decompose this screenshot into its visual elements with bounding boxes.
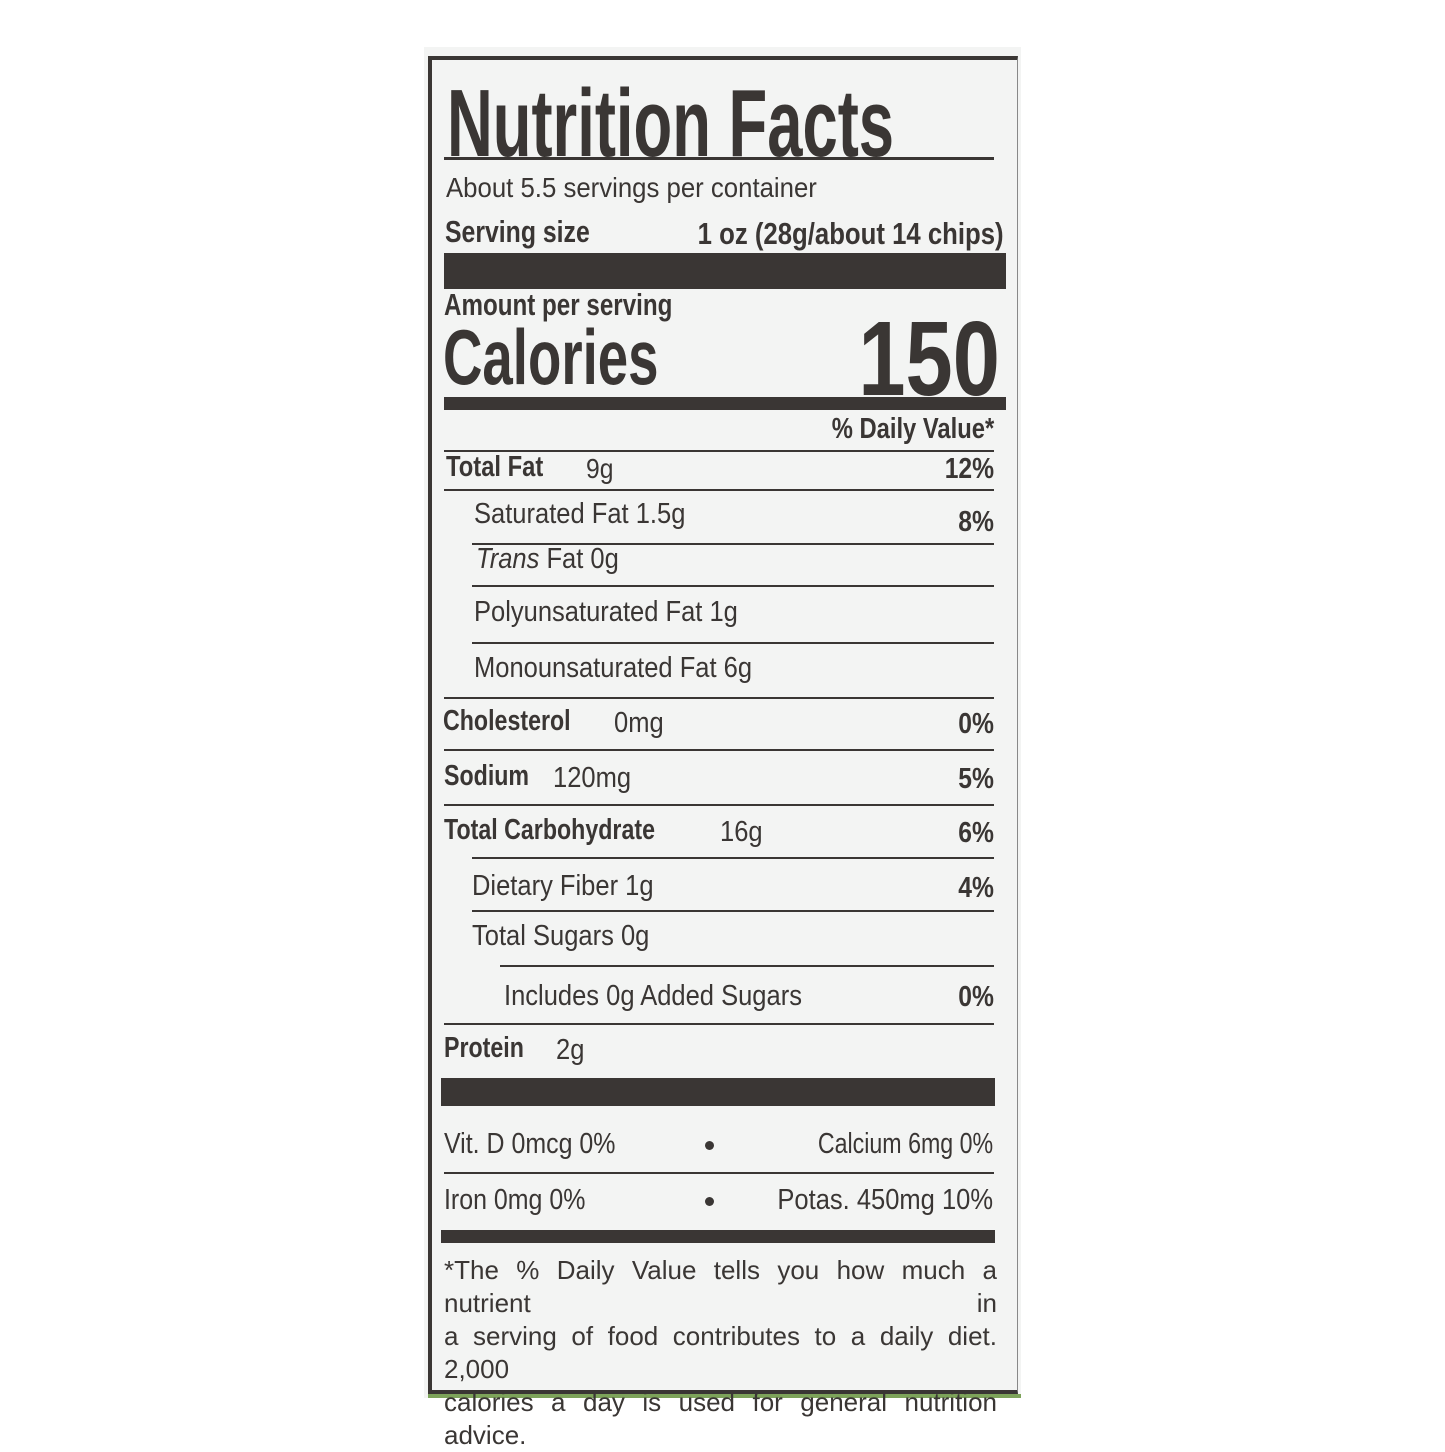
footnote-line: a serving of food contributes to a daily… (444, 1321, 997, 1384)
divider (472, 543, 994, 545)
nutrient-dv: 12% (944, 453, 994, 485)
nutrient-dv: 0% (958, 981, 994, 1013)
divider (444, 1023, 994, 1025)
nutrient-dv: 5% (958, 763, 994, 795)
nutrient-dv: 8% (958, 506, 994, 538)
footnote-line: calories a day is used for general nutri… (444, 1387, 997, 1450)
nutrient-amount: 9g (586, 453, 614, 484)
iron: Iron 0mg 0% (444, 1184, 586, 1216)
nutrient-added-sugars: Includes 0g Added Sugars (504, 980, 802, 1012)
thick-divider (444, 253, 1006, 289)
vitamin-d: Vit. D 0mcg 0% (444, 1128, 616, 1160)
amount-per-serving: Amount per serving (444, 287, 673, 322)
divider (472, 857, 994, 859)
nutrient-polyunsaturated-fat: Polyunsaturated Fat 1g (474, 596, 738, 628)
potassium: Potas. 450mg 10% (777, 1184, 993, 1216)
divider (444, 749, 994, 751)
divider (472, 585, 994, 587)
nutrient-trans-fat: Trans Fat 0g (476, 545, 619, 574)
divider (472, 642, 994, 644)
nutrient-total-carbohydrate: Total Carbohydrate (444, 814, 655, 846)
nutrient-dv: 4% (958, 872, 994, 904)
serving-size-label: Serving size (445, 214, 590, 249)
divider (444, 489, 994, 491)
footnote-line: *The % Daily Value tells you how much a … (444, 1255, 997, 1318)
divider (444, 697, 994, 699)
nutrient-total-sugars: Total Sugars 0g (472, 920, 650, 952)
calcium: Calcium 6mg 0% (817, 1128, 993, 1160)
medium-divider (441, 1230, 995, 1243)
divider (444, 804, 994, 806)
serving-size-value: 1 oz (28g/about 14 chips) (698, 216, 1004, 251)
nutrient-cholesterol: Cholesterol (443, 705, 571, 737)
nutrient-amount: 0mg (614, 707, 664, 739)
calories-label: Calories (443, 313, 659, 401)
divider (444, 1172, 994, 1174)
label-title: Nutrition Facts (447, 70, 895, 177)
nutrient-dietary-fiber: Dietary Fiber 1g (472, 870, 654, 902)
divider (472, 910, 994, 912)
bullet-icon (705, 1197, 714, 1206)
footnote: *The % Daily Value tells you how much a … (444, 1254, 997, 1452)
nutrient-protein: Protein (444, 1032, 524, 1064)
nutrient-amount: 2g (556, 1034, 585, 1066)
trans-value: Fat 0g (546, 543, 619, 575)
nutrient-sodium: Sodium (444, 760, 530, 792)
trans-label: Trans (476, 543, 540, 575)
package-edge (428, 1394, 1021, 1398)
medium-divider (444, 397, 1006, 410)
thick-divider (441, 1078, 995, 1106)
divider (444, 450, 994, 452)
nutrient-dv: 0% (958, 708, 994, 740)
nutrient-name: Total Fat (446, 451, 544, 483)
nutrient-amount: 120mg (553, 762, 632, 794)
daily-value-header: % Daily Value* (831, 413, 994, 445)
nutrient-row-total-fat: Total Fat (446, 453, 565, 482)
nutrient-saturated-fat: Saturated Fat 1.5g (474, 498, 686, 530)
divider (500, 965, 994, 967)
divider (444, 157, 994, 160)
nutrient-amount: 16g (720, 816, 763, 848)
servings-per-container: About 5.5 servings per container (446, 172, 817, 203)
nutrient-monounsaturated-fat: Monounsaturated Fat 6g (474, 652, 753, 684)
label-border (428, 56, 1018, 1394)
nutrient-dv: 6% (958, 817, 994, 849)
calories-value: 150 (858, 300, 1000, 418)
bullet-icon (705, 1141, 714, 1150)
